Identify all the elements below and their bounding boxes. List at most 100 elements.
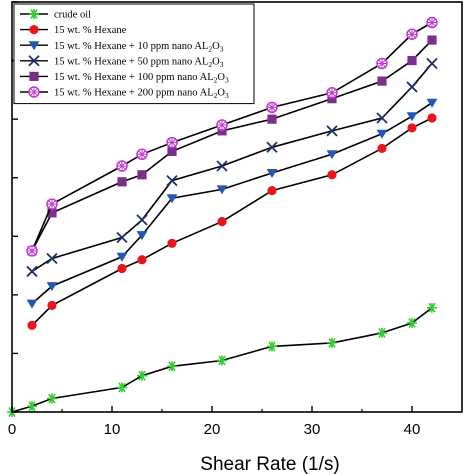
- data-point: [377, 327, 387, 338]
- data-point: [116, 252, 128, 262]
- data-point: [406, 28, 418, 40]
- x-tick-label: 10: [104, 421, 121, 438]
- data-point: [426, 16, 438, 29]
- legend-label: 15 wt. % Hexane + 100 ppm nano AL2O3: [54, 72, 229, 85]
- data-point: [137, 370, 147, 381]
- data-point: [167, 238, 177, 248]
- data-point: [427, 302, 437, 313]
- data-point: [29, 9, 39, 19]
- data-point: [29, 71, 39, 81]
- data-point: [136, 214, 148, 226]
- data-point: [407, 123, 417, 133]
- x-axis-title: Shear Rate (1/s): [200, 454, 339, 474]
- data-point: [406, 112, 418, 122]
- data-point: [116, 160, 128, 172]
- data-point: [117, 177, 127, 187]
- series-line: [31, 102, 433, 305]
- data-point: [166, 136, 178, 149]
- data-point: [377, 76, 387, 86]
- data-point: [28, 41, 40, 51]
- data-point: [117, 263, 127, 274]
- data-point: [117, 382, 127, 393]
- data-point: [326, 125, 338, 137]
- data-point: [216, 160, 228, 172]
- data-point: [407, 55, 417, 66]
- legend-label: 15 wt. % Hexane: [54, 25, 127, 36]
- legend-label: 15 wt. % Hexane + 50 ppm nano AL2O3: [54, 56, 224, 69]
- x-tick-label: 30: [304, 421, 321, 438]
- data-point: [267, 341, 277, 352]
- data-point: [167, 361, 177, 372]
- data-point: [427, 35, 437, 45]
- series-line: [31, 117, 433, 326]
- plot-area: [7, 16, 438, 417]
- data-point: [267, 186, 277, 196]
- data-point: [216, 119, 228, 131]
- legend-entry: 15 wt. % Hexane + 100 ppm nano AL2O3: [20, 71, 229, 85]
- data-point: [28, 55, 40, 67]
- data-point: [376, 112, 388, 124]
- legend-label: 15 wt. % Hexane + 200 ppm nano AL2O3: [54, 88, 229, 101]
- data-point: [137, 170, 147, 180]
- data-point: [28, 86, 40, 98]
- data-point: [29, 25, 39, 35]
- data-point: [26, 299, 38, 309]
- data-point: [376, 57, 388, 70]
- data-point: [47, 208, 57, 218]
- data-point: [217, 126, 227, 136]
- data-point: [166, 194, 178, 204]
- data-point: [327, 94, 337, 104]
- data-point: [427, 113, 437, 123]
- data-point: [166, 175, 178, 187]
- data-point: [217, 217, 227, 227]
- data-point: [26, 245, 38, 257]
- data-point: [26, 265, 38, 278]
- x-tick-label: 0: [8, 421, 16, 438]
- data-point: [377, 143, 387, 154]
- series-3: [26, 57, 438, 278]
- data-point: [217, 355, 227, 366]
- legend-label: crude oil: [54, 10, 91, 21]
- legend-entry: 15 wt. % Hexane: [20, 25, 127, 36]
- data-point: [267, 114, 277, 124]
- data-point: [46, 282, 58, 292]
- data-point: [326, 87, 338, 99]
- data-point: [376, 129, 388, 139]
- data-point: [137, 255, 147, 265]
- data-point: [27, 320, 37, 330]
- data-point: [426, 57, 438, 70]
- data-point: [47, 300, 57, 310]
- data-point: [266, 101, 278, 114]
- legend-box: [13, 3, 255, 105]
- data-point: [426, 98, 438, 108]
- series-1: [27, 113, 437, 330]
- series-5: [26, 16, 438, 257]
- legend-entry: 15 wt. % Hexane + 50 ppm nano AL2O3: [20, 55, 224, 69]
- x-tick-label: 40: [404, 421, 421, 438]
- legend-entry: crude oil: [20, 9, 91, 21]
- x-tick-label: 20: [204, 421, 221, 438]
- data-point: [116, 231, 128, 244]
- data-point: [167, 146, 177, 156]
- data-point: [266, 141, 278, 153]
- series-line: [11, 307, 433, 413]
- data-point: [27, 401, 37, 412]
- data-point: [46, 252, 58, 265]
- data-point: [407, 317, 417, 328]
- legend-entry: 15 wt. % Hexane + 200 ppm nano AL2O3: [20, 86, 229, 101]
- plot-frame: [11, 1, 463, 413]
- legend-label: 15 wt. % Hexane + 10 ppm nano AL2O3: [54, 41, 224, 54]
- data-point: [46, 198, 58, 210]
- legend-entry: 15 wt. % Hexane + 10 ppm nano AL2O3: [20, 41, 224, 54]
- legend: crude oil 15 wt. % Hexane 15 wt. % Hexane …: [13, 3, 255, 105]
- data-point: [326, 150, 338, 160]
- data-point: [327, 337, 337, 348]
- series-2: [26, 98, 438, 309]
- series-0: [7, 302, 437, 417]
- data-point: [136, 231, 148, 241]
- data-point: [216, 185, 228, 195]
- data-point: [327, 170, 337, 180]
- data-point: [266, 169, 278, 179]
- data-point: [136, 148, 148, 161]
